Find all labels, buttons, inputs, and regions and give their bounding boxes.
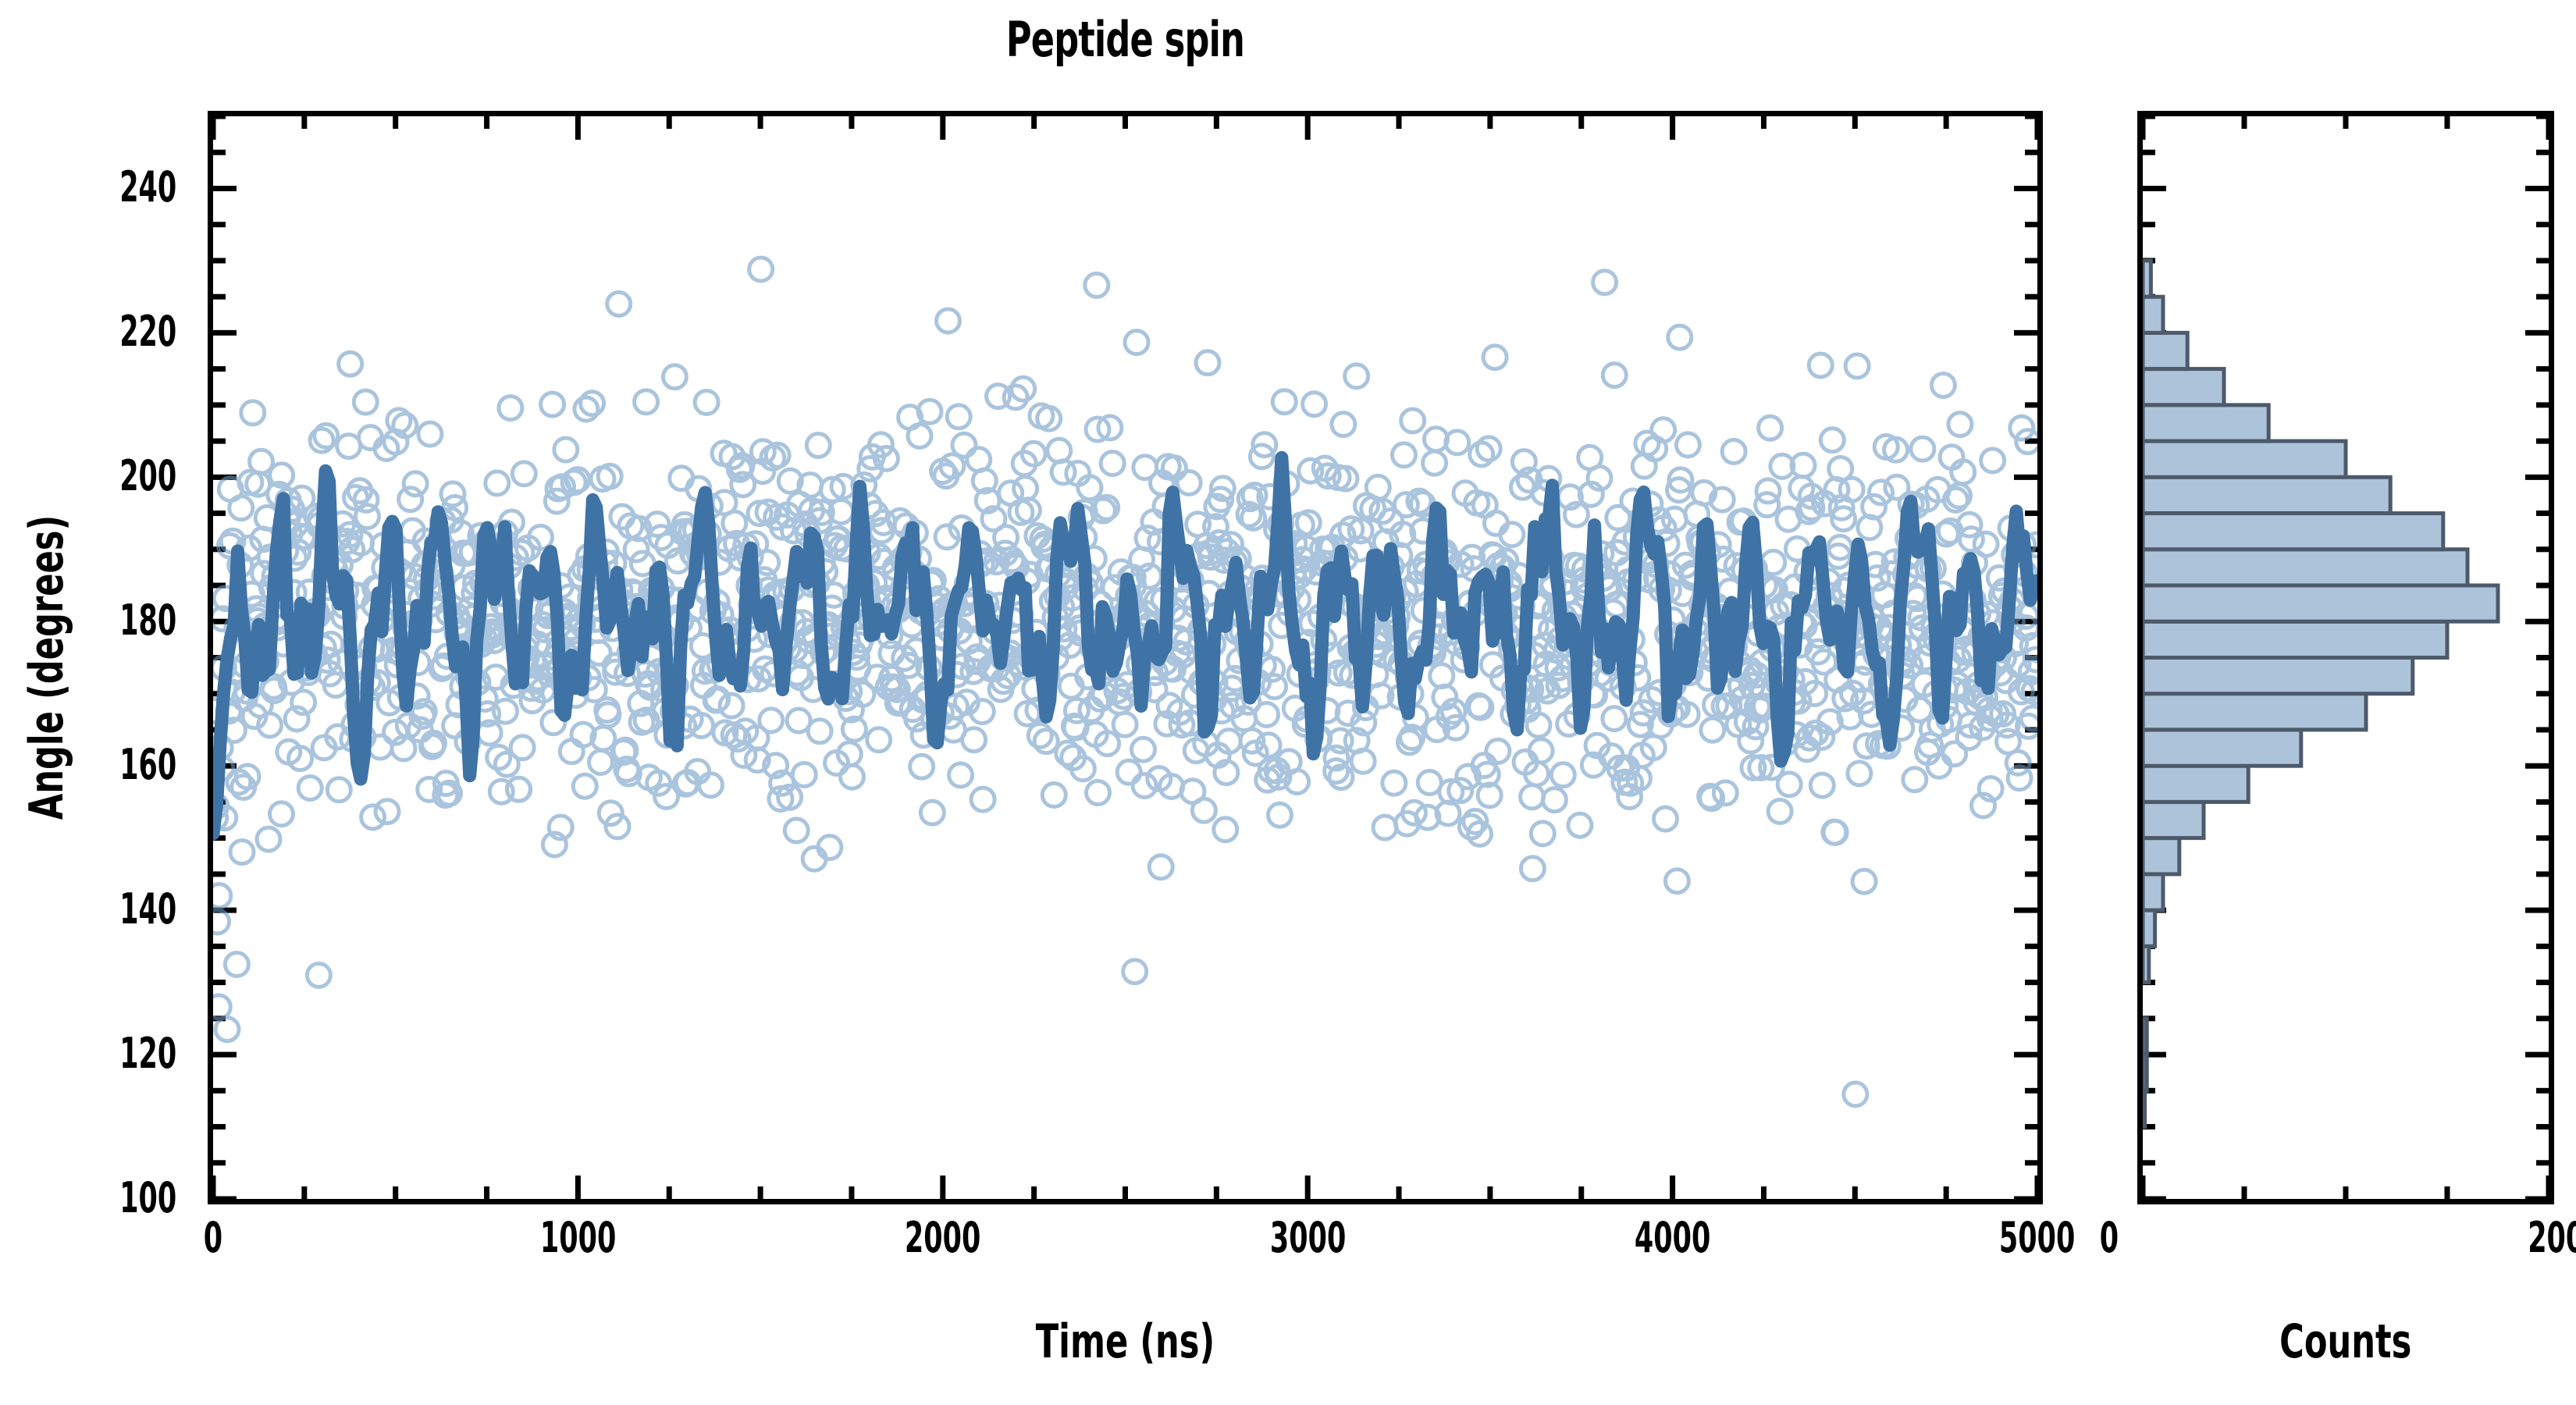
y-tick-label: 180 bbox=[119, 596, 176, 646]
histogram-bar bbox=[2143, 475, 2393, 515]
x-tick-label: 1000 bbox=[539, 1213, 617, 1262]
y-tick-label: 160 bbox=[119, 740, 176, 790]
histogram-bar bbox=[2143, 727, 2304, 768]
histogram-bar bbox=[2143, 1088, 2147, 1129]
histogram-bar bbox=[2143, 511, 2446, 552]
histogram-bar bbox=[2143, 439, 2348, 479]
x-tick-label: 2000 bbox=[905, 1213, 981, 1262]
x-tick-label: 3000 bbox=[1269, 1213, 1346, 1262]
y-tick-label: 100 bbox=[119, 1173, 176, 1222]
x-tick-label: 5000 bbox=[1999, 1213, 2076, 1262]
histogram-bar bbox=[2143, 944, 2151, 985]
running-average-line bbox=[213, 450, 2037, 841]
y-tick-label: 240 bbox=[119, 162, 176, 212]
histogram-panel bbox=[2137, 111, 2554, 1204]
scatter-plot-panel bbox=[208, 111, 2043, 1204]
histogram-bar bbox=[2143, 763, 2250, 804]
histogram-canvas bbox=[2143, 116, 2549, 1199]
y-tick-label: 200 bbox=[119, 451, 176, 501]
histogram-bar bbox=[2143, 367, 2226, 407]
histogram-bar bbox=[2143, 619, 2450, 660]
hist-x-tick-label: 0 bbox=[2099, 1213, 2119, 1262]
histogram-bar bbox=[2143, 836, 2182, 877]
scatter-plot-canvas bbox=[213, 116, 2037, 1199]
histogram-bar bbox=[2143, 547, 2470, 588]
histogram-bar bbox=[2143, 1016, 2149, 1057]
x-tick-label: 4000 bbox=[1634, 1213, 1711, 1262]
histogram-bar bbox=[2143, 403, 2271, 443]
histogram-bar bbox=[2143, 330, 2190, 372]
x-tick-label: 0 bbox=[203, 1213, 223, 1262]
histogram-bar bbox=[2143, 258, 2153, 299]
histogram-bar bbox=[2143, 799, 2206, 841]
hist-x-tick-label: 200 bbox=[2527, 1213, 2576, 1262]
x-axis-label-main: Time (ns) bbox=[1035, 1314, 1215, 1369]
x-axis-label-hist: Counts bbox=[2279, 1314, 2412, 1369]
scatter-points bbox=[213, 255, 2037, 1108]
y-tick-label: 220 bbox=[119, 307, 176, 357]
page-title: Peptide spin bbox=[1005, 11, 1245, 68]
histogram-bar bbox=[2143, 872, 2165, 912]
histogram-bar bbox=[2143, 692, 2368, 732]
histogram-bar bbox=[2143, 1052, 2149, 1093]
histogram-bars bbox=[2143, 258, 2500, 1129]
histogram-bar bbox=[2143, 908, 2158, 948]
histogram-bar bbox=[2143, 656, 2415, 696]
y-tick-label: 140 bbox=[119, 884, 176, 934]
y-tick-label: 120 bbox=[119, 1029, 176, 1079]
histogram-bar bbox=[2143, 583, 2500, 624]
histogram-bar bbox=[2143, 294, 2165, 335]
